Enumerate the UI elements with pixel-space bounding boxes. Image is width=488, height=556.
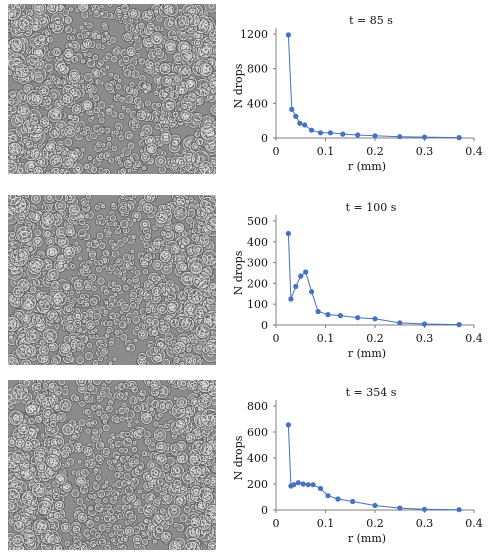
data-point [457,135,462,140]
data-point [316,309,321,314]
data-point [457,507,462,512]
y-tick-label: 200 [247,478,268,491]
data-point [397,506,402,511]
chart-title: t = 100 s [346,201,397,214]
data-point [318,130,323,135]
data-point [302,122,307,127]
data-point [338,313,343,318]
micrograph-2 [8,195,216,365]
y-tick-label: 0 [261,132,268,145]
y-tick-label: 400 [247,97,268,110]
x-tick-label: 0 [273,332,280,345]
x-tick-label: 0 [273,517,280,530]
data-point [335,496,340,501]
series-line [288,234,459,325]
y-tick-label: 100 [247,298,268,311]
x-axis-label: r (mm) [348,160,386,173]
data-point [289,107,294,112]
data-point [397,134,402,139]
data-point [298,274,303,279]
chart-svg: t = 354 s 0 200 400 600 800 0 0.1 0.2 0.3 0.4 r (mm… [228,378,484,556]
data-point [293,114,298,119]
data-point [325,312,330,317]
y-tick-label: 0 [261,319,268,332]
y-tick-label: 400 [247,452,268,465]
y-tick-label: 0 [261,504,268,517]
data-point [293,284,298,289]
micrograph-3 [8,380,216,550]
data-point [301,481,306,486]
x-tick-label: 0 [273,145,280,158]
y-axis-label: N drops [232,435,245,480]
data-point [328,130,333,135]
data-point [286,32,291,37]
data-point [309,289,314,294]
chart-2: t = 100 s 0 100 200 300 400 500 0 0.1 0.2 0.3 0.4 r … [228,193,484,371]
chart-svg: t = 100 s 0 100 200 300 400 500 0 0.1 0.2 0.3 0.4 r … [228,193,484,371]
data-point [422,321,427,326]
x-tick-label: 0.3 [416,332,434,345]
x-tick-label: 0.4 [465,332,483,345]
data-point [306,482,311,487]
droplet-image [8,195,216,365]
y-tick-label: 1200 [240,28,268,41]
x-tick-label: 0.1 [317,332,335,345]
y-tick-label: 800 [247,400,268,413]
data-point [291,482,296,487]
x-tick-label: 0.1 [317,145,335,158]
micrograph-1 [8,4,216,174]
x-tick-label: 0.2 [366,517,384,530]
chart-3: t = 354 s 0 200 400 600 800 0 0.1 0.2 0.3 0.4 r (mm… [228,378,484,556]
data-point [296,480,301,485]
x-tick-label: 0.3 [416,145,434,158]
data-point [309,128,314,133]
x-tick-label: 0.2 [366,145,384,158]
x-tick-label: 0.4 [465,517,483,530]
y-tick-label: 400 [247,236,268,249]
series-line [288,35,459,138]
y-tick-label: 500 [247,215,268,228]
x-tick-label: 0.4 [465,145,483,158]
x-tick-label: 0.2 [366,332,384,345]
data-point [372,503,377,508]
x-axis-label: r (mm) [348,347,386,360]
chart-svg: t = 85 s 0 400 800 1200 0 0.1 0.2 0.3 0.4 r (mm) N … [228,6,484,184]
data-point [422,135,427,140]
y-tick-label: 800 [247,63,268,76]
y-axis-label: N drops [232,250,245,295]
data-point [422,507,427,512]
data-point [372,316,377,321]
data-point [340,132,345,137]
data-point [325,493,330,498]
x-tick-label: 0.3 [416,517,434,530]
data-point [286,231,291,236]
y-axis-label: N drops [232,63,245,108]
data-point [457,322,462,327]
data-point [372,133,377,138]
data-point [297,121,302,126]
series-line [288,425,459,510]
x-axis-label: r (mm) [348,532,386,545]
data-point [311,482,316,487]
x-tick-label: 0.1 [317,517,335,530]
chart-title: t = 85 s [349,14,393,27]
droplet-image [8,4,216,174]
data-point [355,132,360,137]
y-tick-label: 200 [247,277,268,290]
data-point [350,499,355,504]
y-tick-label: 600 [247,426,268,439]
data-point [397,320,402,325]
chart-title: t = 354 s [346,386,397,399]
data-point [318,486,323,491]
chart-1: t = 85 s 0 400 800 1200 0 0.1 0.2 0.3 0.4 r (mm) N … [228,6,484,184]
data-point [303,269,308,274]
data-point [355,315,360,320]
y-tick-label: 300 [247,257,268,270]
data-point [286,422,291,427]
droplet-image [8,380,216,550]
data-point [288,296,293,301]
